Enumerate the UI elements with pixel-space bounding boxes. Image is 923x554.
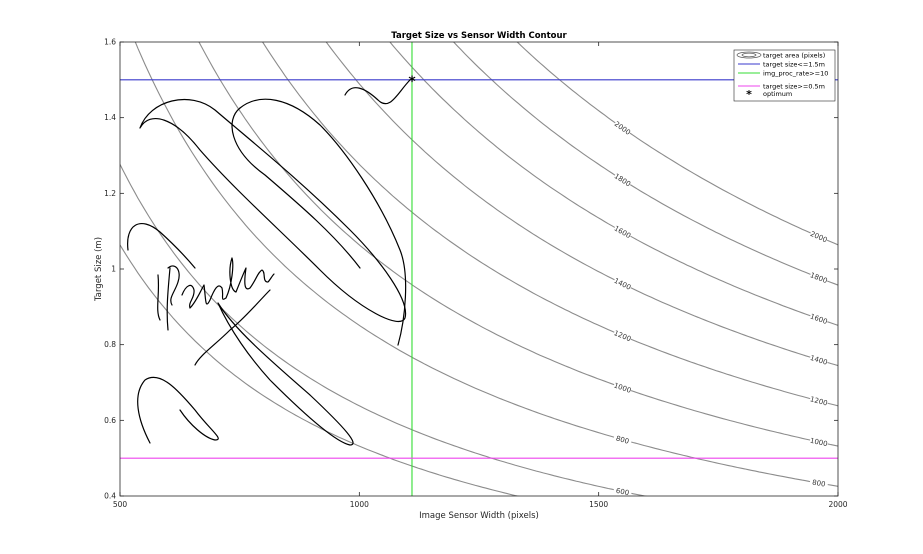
- legend-box: [733, 49, 836, 102]
- legend-entry-contour: target area (pixels): [736, 51, 825, 60]
- legend-contour-icon: [736, 51, 762, 59]
- legend-label-size-min: target size>=0.5m: [763, 83, 825, 91]
- contour-level-label: 1000: [809, 437, 828, 449]
- contour-line: [134, 42, 838, 487]
- chart-title: Target Size vs Sensor Width Contour: [391, 31, 567, 41]
- contour-lines: [120, 42, 838, 496]
- x-axis-label: Image Sensor Width (pixels): [419, 511, 539, 521]
- contour-level-label: 600: [615, 487, 630, 498]
- contour-line: [389, 42, 838, 326]
- legend-entry-size-min: target size>=0.5m: [738, 83, 825, 91]
- legend-label-contour: target area (pixels): [763, 52, 825, 60]
- x-tick-label: 1000: [350, 500, 369, 509]
- feasible-handwritten-annotation: [127, 79, 411, 446]
- contour-line: [516, 42, 838, 246]
- y-tick-label: 1.4: [104, 113, 116, 122]
- legend-star-icon: *: [746, 88, 752, 101]
- legend-label-optimum: optimum: [763, 90, 792, 98]
- plot-area: [120, 42, 838, 496]
- y-axis-ticks: 0.4 0.6 0.8 1 1.2 1.4 1.6: [104, 38, 838, 501]
- constraint-lines: [120, 42, 838, 496]
- contour-line: [120, 164, 648, 496]
- y-tick-label: 0.6: [104, 416, 116, 425]
- optimum-marker: *: [408, 74, 416, 90]
- y-tick-label: 1: [111, 265, 116, 274]
- contour-line: [325, 42, 838, 367]
- legend-label-proc-rate: img_proc_rate>=10: [763, 70, 828, 78]
- x-tick-label: 500: [113, 500, 128, 509]
- x-tick-label: 1500: [589, 500, 608, 509]
- contour-line: [261, 42, 838, 407]
- contour-level-label: 800: [615, 434, 630, 445]
- y-tick-label: 0.4: [104, 492, 116, 501]
- optimum-star: *: [408, 74, 416, 90]
- legend: target area (pixels) target size<=1.5m i…: [733, 49, 836, 102]
- contour-line: [452, 42, 838, 286]
- contour-line: [120, 244, 520, 496]
- x-tick-label: 2000: [828, 500, 847, 509]
- legend-label-size-max: target size<=1.5m: [763, 61, 825, 69]
- legend-entry-optimum: * optimum: [746, 88, 792, 101]
- legend-entry-proc-rate: img_proc_rate>=10: [738, 70, 828, 78]
- x-axis-ticks: 500 1000 1500 2000: [113, 42, 848, 509]
- contour-level-label: 800: [811, 478, 826, 488]
- y-axis-label: Target Size (m): [94, 237, 104, 302]
- contour-line: [198, 42, 838, 447]
- y-tick-label: 1.6: [104, 38, 116, 47]
- legend-entry-size-max: target size<=1.5m: [738, 61, 825, 69]
- y-tick-label: 0.8: [104, 340, 116, 349]
- contour-labels: 6008008001000100012001200140014001600160…: [613, 119, 829, 498]
- y-tick-label: 1.2: [104, 189, 116, 198]
